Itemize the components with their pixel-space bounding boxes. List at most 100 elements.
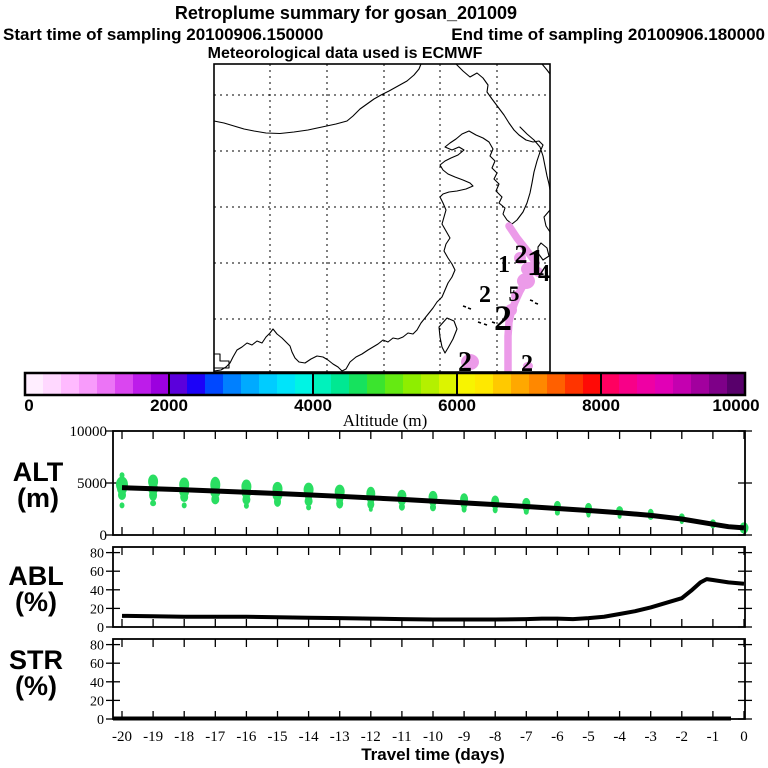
- alt-cluster-dot: [492, 506, 498, 514]
- colorbar-cell: [565, 373, 584, 395]
- page-title: Retroplume summary for gosan_201009: [175, 3, 517, 23]
- colorbar-cell: [601, 373, 620, 395]
- x-tick-label: -10: [423, 729, 443, 745]
- island-speck: [529, 299, 534, 302]
- colorbar-frame: [23, 371, 747, 397]
- abl-panel: 0 20 40 60 80: [90, 546, 752, 636]
- plume-blob: [523, 362, 533, 370]
- end-time-label: End time of sampling 20100906.180000: [451, 25, 765, 44]
- cluster-label: 2: [515, 240, 528, 269]
- alt-cluster-dot: [118, 489, 126, 500]
- alt-cluster-dot: [243, 502, 249, 509]
- retroplume-trajectory: [461, 222, 543, 378]
- alt-cluster-dot: [274, 496, 281, 507]
- colorbar-cell: [223, 373, 242, 395]
- abl-axis-label: ABL: [8, 561, 64, 591]
- colorbar-cell: [187, 373, 206, 395]
- x-tick-label: -9: [458, 729, 471, 745]
- alt-axis-label: ALT: [13, 457, 64, 487]
- colorbar-cell: [295, 373, 314, 395]
- colorbar-cell: [457, 373, 476, 395]
- alt-cluster-dot: [242, 494, 251, 505]
- cluster-label: 2: [494, 298, 512, 338]
- alt-series-line: [121, 485, 745, 531]
- alt-cluster-dot: [554, 509, 560, 516]
- y-tick-label: 0: [100, 528, 108, 544]
- cluster-label: 2: [479, 282, 491, 308]
- alt-cluster-dot: [119, 472, 125, 479]
- y-tick-label: 40: [90, 676, 104, 691]
- y-tick-label: 60: [90, 565, 104, 580]
- island-kyushu: [537, 242, 550, 261]
- colorbar-cell: [439, 373, 458, 395]
- panel-frame: [112, 430, 746, 536]
- island-speck: [534, 302, 539, 305]
- colorbar-cell: [367, 373, 386, 395]
- plume-blob: [517, 273, 535, 289]
- colorbar-cell: [727, 373, 746, 395]
- alt-cluster-dot: [149, 488, 158, 501]
- colorbar-cell: [97, 373, 116, 395]
- x-tick-label: -13: [330, 729, 350, 745]
- colorbar-tick-label: 4000: [294, 396, 332, 415]
- colorbar-cell: [169, 373, 188, 395]
- x-tick-label: -3: [644, 729, 657, 745]
- colorbar-cell: [241, 373, 260, 395]
- alt-cluster-dot: [430, 503, 436, 512]
- colorbar-tick-label: 6000: [438, 396, 476, 415]
- str-panel: 0 20 40 60 80: [90, 638, 752, 728]
- alt-cluster-dot: [461, 505, 467, 513]
- start-time-label: Start time of sampling 20100906.150000: [3, 25, 323, 44]
- alt-cluster-dot: [304, 496, 313, 507]
- y-tick-label: 20: [90, 694, 104, 709]
- alt-cluster-dot: [119, 502, 125, 509]
- xaxis-title: Travel time (days): [361, 745, 505, 764]
- colorbar-cell: [547, 373, 566, 395]
- colorbar-cell: [475, 373, 494, 395]
- alt-cluster-dot: [367, 499, 375, 510]
- str-axis-unit: (%): [15, 671, 57, 701]
- abl-series-line: [121, 577, 745, 622]
- x-tick-label: -18: [174, 729, 194, 745]
- colorbar-cell: [709, 373, 728, 395]
- plume-blob: [505, 304, 517, 316]
- plume-blob: [521, 262, 537, 276]
- colorbar-cell: [403, 373, 422, 395]
- panel-axis-labels: ALT (m) ABL (%) STR (%) Travel time (day…: [8, 457, 505, 764]
- y-tick-label: 80: [90, 547, 104, 562]
- colorbar-cell: [79, 373, 98, 395]
- x-tick-label: -17: [205, 729, 225, 745]
- y-tick-label: 0: [97, 621, 104, 636]
- coast-sw-steps: [213, 353, 230, 369]
- colorbar-tick-label: 0: [24, 396, 33, 415]
- x-tick-label: -20: [112, 729, 132, 745]
- x-tick-label: -4: [613, 729, 626, 745]
- colorbar-cell: [655, 373, 674, 395]
- cluster-label: 2: [521, 351, 533, 377]
- x-tick-label: -16: [236, 729, 256, 745]
- panel-frame: [112, 638, 746, 720]
- x-tick-label: -7: [520, 729, 533, 745]
- colorbar-cell: [493, 373, 512, 395]
- colorbar-cell: [133, 373, 152, 395]
- x-tick-label: -14: [299, 729, 319, 745]
- x-tick-label: -8: [489, 729, 502, 745]
- colorbar-cell: [673, 373, 692, 395]
- colorbar-cell: [151, 373, 170, 395]
- cluster-label: 1: [498, 252, 510, 278]
- island-speck: [477, 321, 482, 324]
- header: Retroplume summary for gosan_201009 Star…: [3, 3, 765, 62]
- y-tick-label: 10000: [70, 424, 108, 440]
- island-speck: [483, 323, 488, 326]
- y-tick-label: 20: [90, 602, 104, 617]
- cluster-label: 4: [538, 261, 550, 287]
- y-tick-label: 80: [90, 639, 104, 654]
- colorbar-cell: [331, 373, 350, 395]
- colorbar-cell: [25, 373, 44, 395]
- cluster-label: 1: [527, 242, 546, 284]
- coast-japan-shikoku: [543, 209, 551, 233]
